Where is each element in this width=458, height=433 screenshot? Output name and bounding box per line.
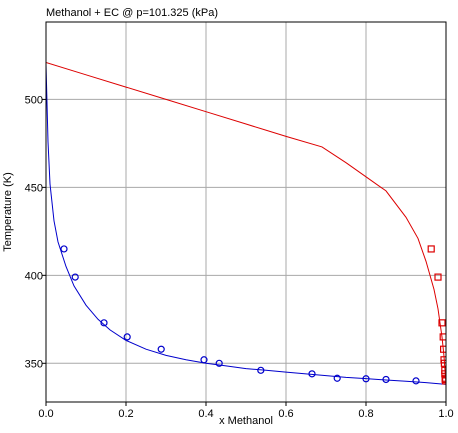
vapor-data-point: [440, 359, 446, 367]
vapor-data-point: [439, 333, 446, 341]
vapor-data-point: [427, 245, 435, 253]
liquid-data-point: [200, 356, 208, 364]
y-tick-label: 350: [25, 358, 43, 370]
liquid-data-point: [362, 375, 370, 383]
x-tick-label: 0.2: [118, 408, 133, 420]
x-tick-label: 0.4: [198, 408, 213, 420]
plot-area: [46, 22, 446, 402]
liquid-data-point: [257, 366, 265, 374]
vapor-data-point: [438, 319, 446, 327]
dew-point-curve: [46, 62, 446, 385]
liquid-data-point: [215, 359, 223, 367]
liquid-data-point: [382, 375, 390, 384]
y-tick-label: 400: [25, 270, 43, 282]
liquid-data-point: [412, 377, 420, 385]
plot-frame: [45, 21, 447, 403]
liquid-data-point: [157, 345, 165, 353]
liquid-data-point: [60, 245, 68, 253]
grid-lines: [46, 22, 446, 402]
y-axis-ticks: 350 400 450 500: [25, 94, 46, 370]
liquid-data-point: [100, 319, 108, 327]
data-series: [46, 62, 446, 385]
y-tick-label: 500: [25, 94, 43, 106]
x-axis-ticks: 0.0 0.2 0.4 0.6 0.8 1.0: [38, 402, 454, 420]
y-axis-label: Temperature (K): [2, 172, 14, 251]
liquid-data-point: [333, 374, 341, 382]
y-tick-label: 450: [25, 182, 43, 194]
liquid-data-point: [308, 370, 316, 378]
liquid-data-point: [71, 273, 79, 281]
vapor-data-point: [440, 345, 446, 353]
x-axis-label: x Methanol: [219, 415, 273, 427]
chart-title: Methanol + EC @ p=101.325 (kPa): [46, 7, 218, 19]
vapor-data-point: [434, 273, 442, 281]
x-tick-label: 0.6: [278, 408, 293, 420]
x-tick-label: 0.8: [358, 408, 373, 420]
x-tick-label: 0.0: [38, 408, 53, 420]
liquid-data-point: [123, 333, 131, 341]
x-tick-label: 1.0: [438, 408, 453, 420]
